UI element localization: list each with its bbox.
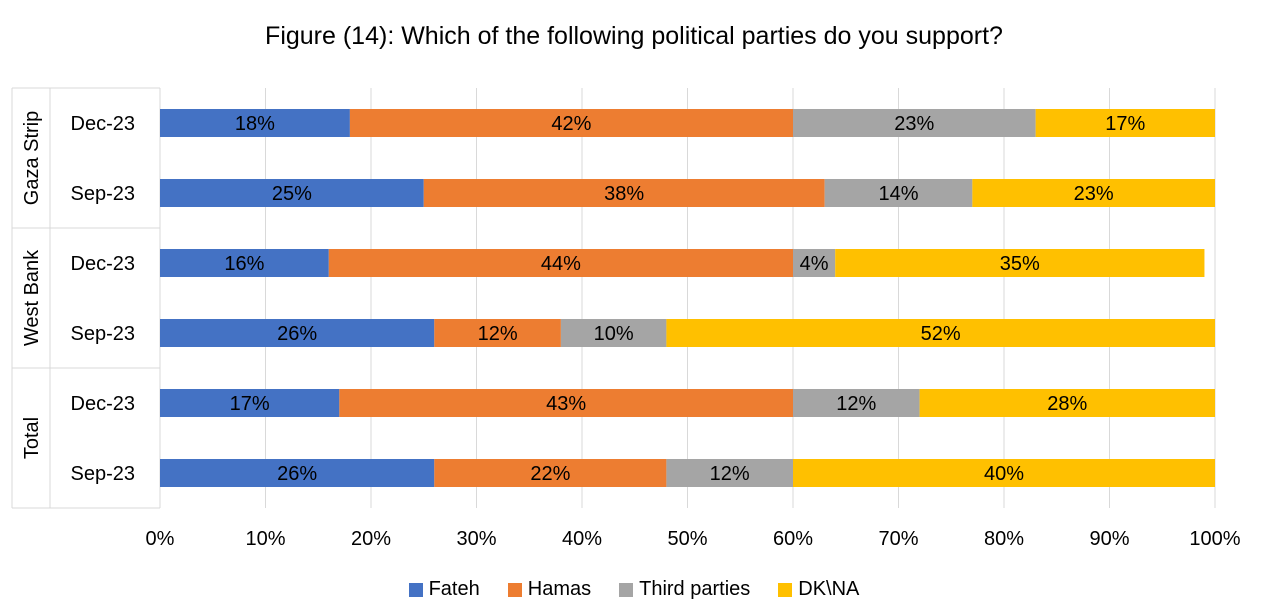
bar-fateh — [160, 389, 340, 417]
bar-hamas — [349, 109, 793, 137]
bar-third-parties — [666, 459, 793, 487]
data-label: 12% — [836, 393, 876, 415]
data-label: 40% — [984, 463, 1024, 485]
legend-label: Fateh — [428, 578, 480, 600]
bar-hamas — [434, 319, 561, 347]
category-label: Sep-23 — [71, 463, 136, 485]
legend-swatch — [408, 582, 423, 597]
x-tick-label: 40% — [562, 528, 602, 550]
bar-fateh — [160, 459, 435, 487]
legend-swatch — [778, 582, 793, 597]
bar-dk-na — [972, 179, 1215, 207]
data-label: 44% — [541, 253, 581, 275]
data-label: 42% — [551, 113, 591, 135]
data-label: 26% — [277, 463, 317, 485]
data-label: 38% — [604, 183, 644, 205]
legend-swatch — [507, 582, 522, 597]
data-label: 16% — [224, 253, 264, 275]
data-label: 25% — [272, 183, 312, 205]
data-label: 14% — [878, 183, 918, 205]
bar-dk-na — [919, 389, 1215, 417]
bar-fateh — [160, 179, 424, 207]
bar-fateh — [160, 319, 435, 347]
bar-hamas — [423, 179, 825, 207]
data-label: 43% — [546, 393, 586, 415]
x-tick-label: 10% — [245, 528, 285, 550]
bar-dk-na — [1035, 109, 1215, 137]
data-label: 52% — [921, 323, 961, 345]
data-label: 12% — [478, 323, 518, 345]
data-label: 22% — [530, 463, 570, 485]
bar-hamas — [339, 389, 793, 417]
bar-fateh — [160, 249, 329, 277]
data-label: 18% — [235, 113, 275, 135]
data-label: 35% — [1000, 253, 1040, 275]
legend-item: DK\NA — [778, 578, 859, 601]
legend-label: DK\NA — [798, 578, 860, 600]
bar-third-parties — [793, 109, 1036, 137]
legend-item: Fateh — [408, 578, 480, 601]
category-label: Dec-23 — [71, 113, 135, 135]
data-label: 12% — [710, 463, 750, 485]
category-label: Dec-23 — [71, 253, 135, 275]
group-label: Gaza Strip — [21, 111, 43, 205]
legend-label: Hamas — [527, 578, 592, 600]
group-label: West Bank — [21, 249, 43, 346]
data-label: 23% — [894, 113, 934, 135]
x-tick-label: 50% — [667, 528, 707, 550]
bar-hamas — [434, 459, 667, 487]
legend-item: Third parties — [619, 578, 750, 601]
category-label: Sep-23 — [71, 323, 136, 345]
bar-third-parties — [793, 249, 836, 277]
bar-third-parties — [560, 319, 667, 347]
category-label: Sep-23 — [71, 183, 136, 205]
group-label: Total — [21, 417, 43, 459]
data-label: 10% — [594, 323, 634, 345]
data-label: 26% — [277, 323, 317, 345]
legend-item: Hamas — [507, 578, 592, 601]
x-tick-label: 90% — [1089, 528, 1129, 550]
x-tick-label: 70% — [878, 528, 918, 550]
legend-label: Third parties — [639, 578, 751, 600]
x-tick-label: 80% — [984, 528, 1024, 550]
bar-hamas — [328, 249, 793, 277]
x-tick-label: 0% — [146, 528, 175, 550]
category-label: Dec-23 — [71, 393, 135, 415]
bar-dk-na — [793, 459, 1215, 487]
x-tick-label: 100% — [1189, 528, 1240, 550]
x-tick-label: 60% — [773, 528, 813, 550]
data-label: 23% — [1074, 183, 1114, 205]
x-tick-label: 20% — [351, 528, 391, 550]
bar-dk-na — [666, 319, 1215, 347]
legend-swatch — [619, 582, 634, 597]
data-label: 28% — [1047, 393, 1087, 415]
bar-fateh — [160, 109, 350, 137]
bar-third-parties — [793, 389, 920, 417]
data-label: 4% — [800, 253, 829, 275]
legend: Fateh Hamas Third parties DK\NA — [0, 578, 1268, 601]
bar-dk-na — [835, 249, 1205, 277]
data-label: 17% — [1105, 113, 1145, 135]
x-tick-label: 30% — [456, 528, 496, 550]
bar-third-parties — [824, 179, 973, 207]
data-label: 17% — [230, 393, 270, 415]
chart-title: Figure (14): Which of the following poli… — [265, 22, 1003, 50]
